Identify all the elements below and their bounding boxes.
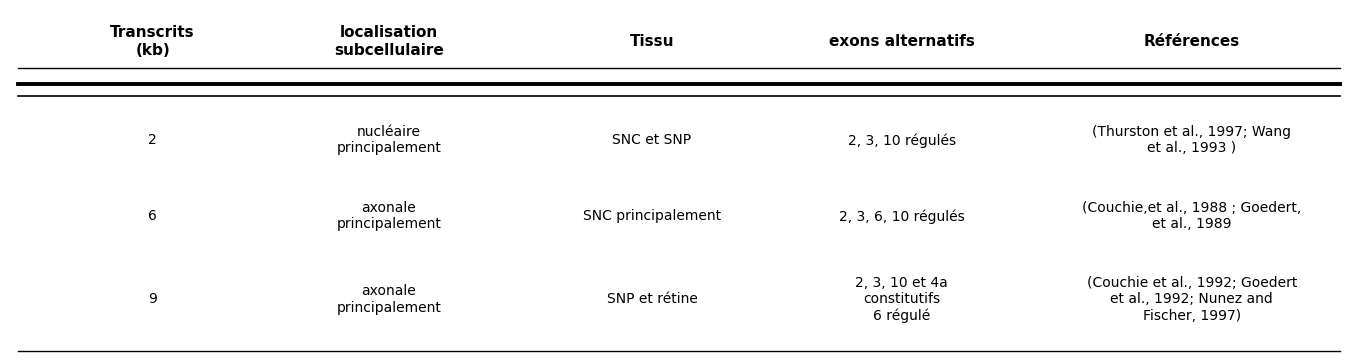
Text: 2, 3, 10 régulés: 2, 3, 10 régulés (847, 133, 956, 148)
Text: SNC et SNP: SNC et SNP (612, 133, 691, 147)
Text: 2: 2 (148, 133, 158, 147)
Text: (Thurston et al., 1997; Wang
et al., 1993 ): (Thurston et al., 1997; Wang et al., 199… (1092, 125, 1291, 155)
Text: exons alternatifs: exons alternatifs (828, 34, 975, 49)
Text: 9: 9 (148, 292, 158, 307)
Text: localisation
subcellulaire: localisation subcellulaire (334, 25, 444, 58)
Text: (Couchie et al., 1992; Goedert
et al., 1992; Nunez and
Fischer, 1997): (Couchie et al., 1992; Goedert et al., 1… (1086, 276, 1297, 323)
Text: Tissu: Tissu (630, 34, 675, 49)
Text: axonale
principalement: axonale principalement (337, 285, 441, 315)
Text: 2, 3, 6, 10 régulés: 2, 3, 6, 10 régulés (839, 209, 964, 224)
Text: 6: 6 (148, 209, 158, 223)
Text: (Couchie,et al., 1988 ; Goedert,
et al., 1989: (Couchie,et al., 1988 ; Goedert, et al.,… (1082, 201, 1301, 231)
Text: SNP et rétine: SNP et rétine (607, 292, 698, 307)
Text: Références: Références (1143, 34, 1240, 49)
Text: axonale
principalement: axonale principalement (337, 201, 441, 231)
Text: nucléaire
principalement: nucléaire principalement (337, 125, 441, 155)
Text: SNC principalement: SNC principalement (583, 209, 721, 223)
Text: 2, 3, 10 et 4a
constitutifs
6 régulé: 2, 3, 10 et 4a constitutifs 6 régulé (856, 276, 948, 323)
Text: Transcrits
(kb): Transcrits (kb) (110, 25, 196, 58)
